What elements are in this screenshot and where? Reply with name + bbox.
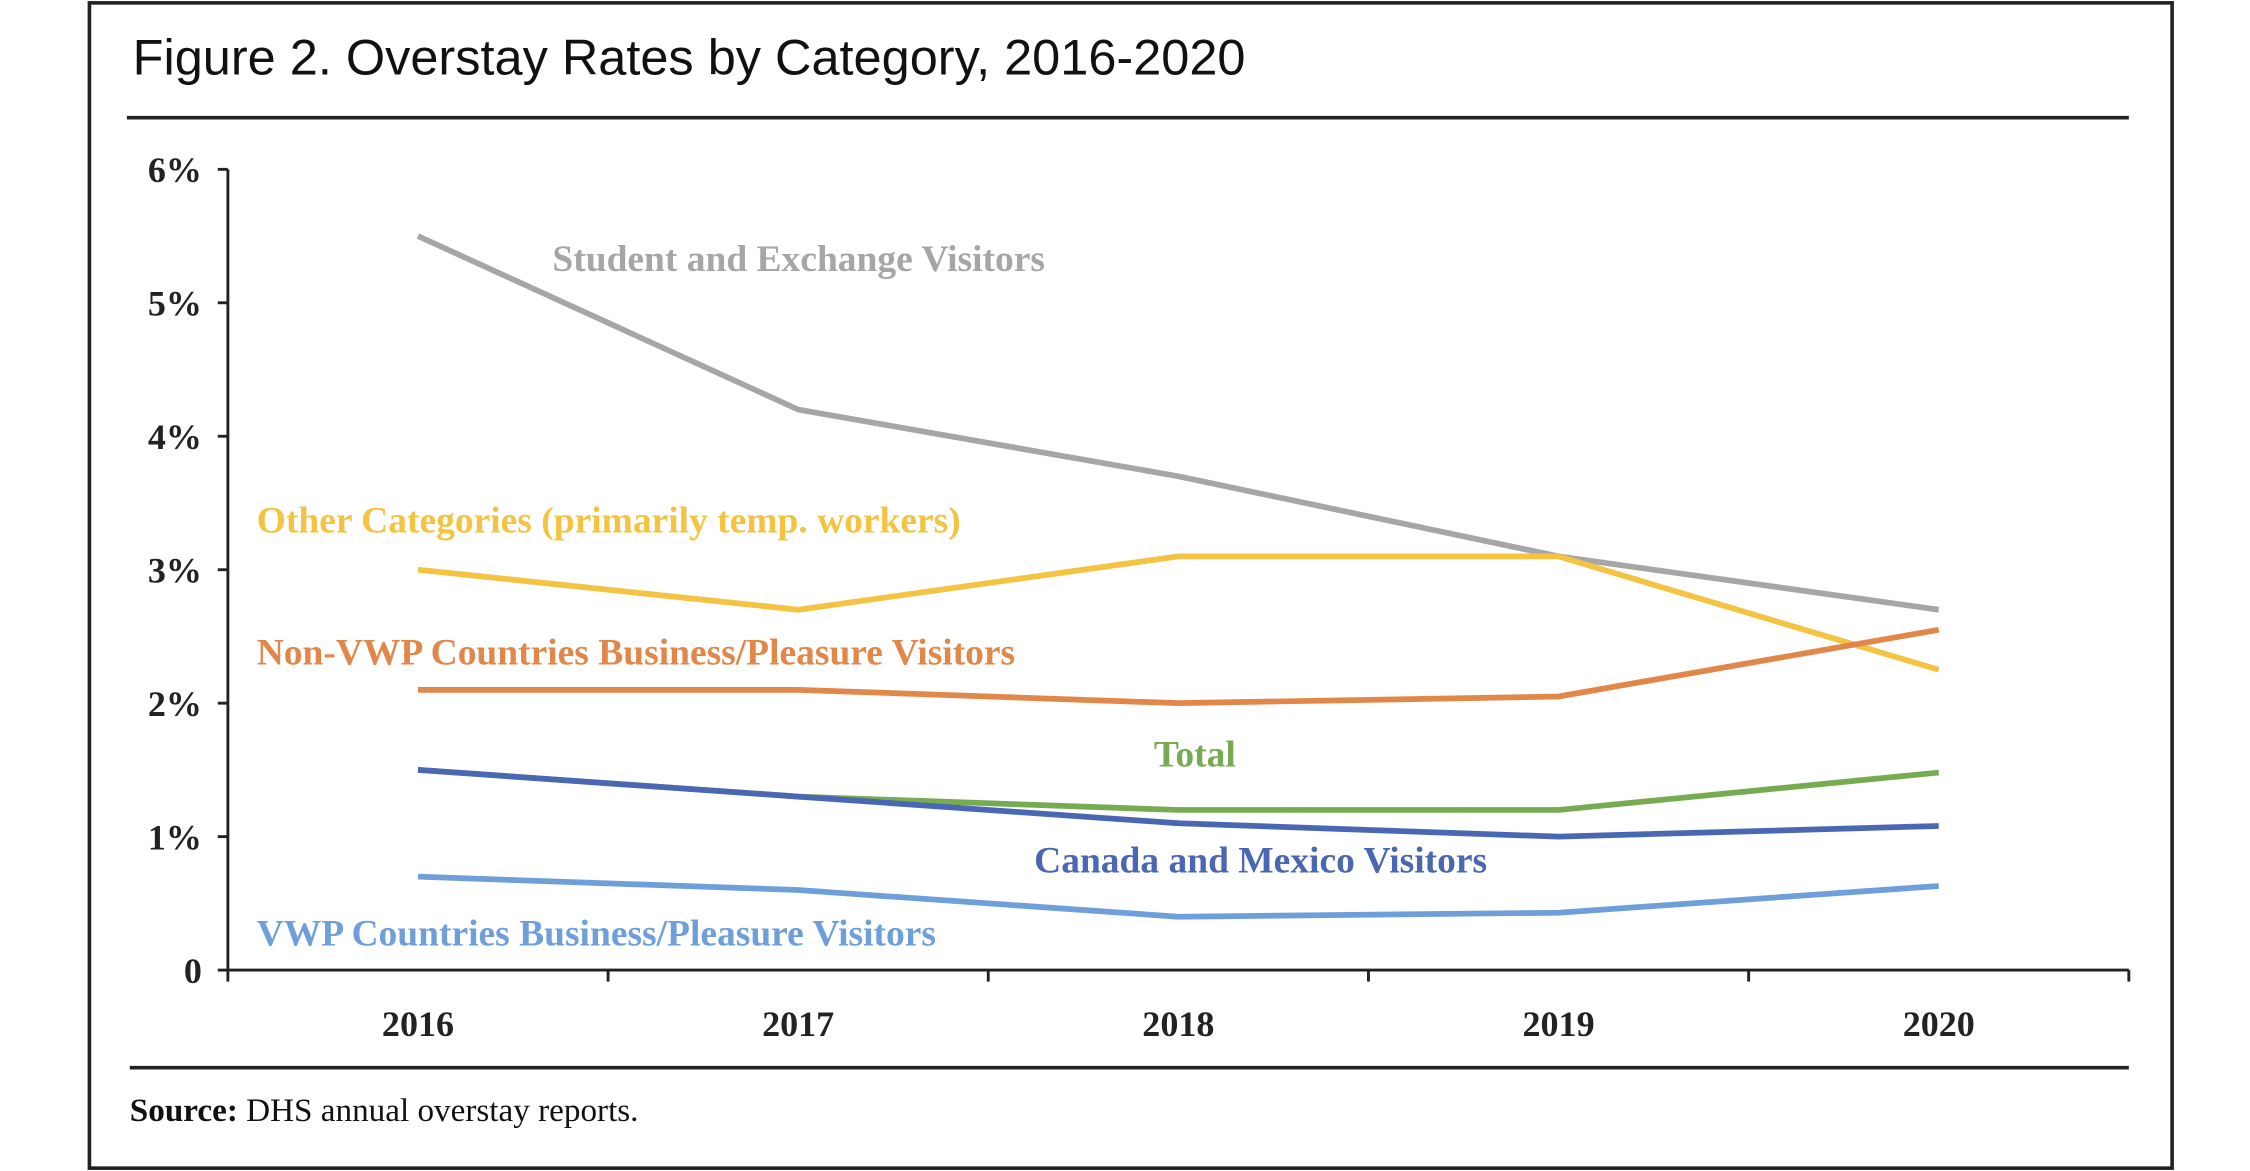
x-tick-label: 2018: [1142, 1004, 1214, 1044]
series-labels: Student and Exchange Visitors Other Cate…: [257, 239, 1487, 954]
source-label: Source:: [130, 1093, 238, 1129]
label-student: Student and Exchange Visitors: [552, 239, 1045, 280]
series-line-student-and-exchange-visitors: [416, 233, 1940, 613]
label-vwp: VWP Countries Business/Pleasure Visitors: [257, 914, 936, 955]
y-tick-label: 3%: [148, 551, 202, 591]
label-canada-mexico: Canada and Mexico Visitors: [1034, 841, 1487, 882]
label-non-vwp: Non-VWP Countries Business/Pleasure Visi…: [257, 633, 1015, 674]
label-other: Other Categories (primarily temp. worker…: [257, 500, 961, 541]
y-tick-label: 2%: [148, 684, 202, 724]
x-tick-label: 2019: [1523, 1004, 1595, 1044]
series-line-other-categories-primarily-temp-workers: [417, 553, 1940, 673]
figure-border: [87, 1, 2174, 1170]
y-tick-label: 4%: [148, 417, 202, 457]
axes: 0 1% 2% 3% 4% 5% 6% 2016 2017 2018 2019 2020: [148, 150, 2131, 1044]
y-tick-label: 5%: [148, 284, 202, 324]
chart-title: Figure 2. Overstay Rates by Category, 20…: [133, 29, 1246, 86]
y-tick-label: 6%: [148, 150, 202, 190]
series-line-canada-and-mexico-visitors: [417, 767, 1939, 840]
label-total: Total: [1154, 734, 1236, 775]
x-tick-label: 2016: [382, 1004, 454, 1044]
y-tick-label: 0: [184, 951, 202, 991]
series-line-non-vwp-countries-business-pleasure-visitors: [417, 626, 1940, 707]
series-line-vwp-countries-business-pleasure-visitors: [417, 873, 1939, 920]
y-tick-label: 1%: [148, 818, 202, 858]
source-note: Source: DHS annual overstay reports.: [130, 1093, 639, 1129]
x-tick-label: 2017: [762, 1004, 834, 1044]
x-tick-label: 2020: [1903, 1004, 1975, 1044]
series-lines: [416, 233, 1940, 920]
source-text: DHS annual overstay reports.: [238, 1093, 639, 1129]
